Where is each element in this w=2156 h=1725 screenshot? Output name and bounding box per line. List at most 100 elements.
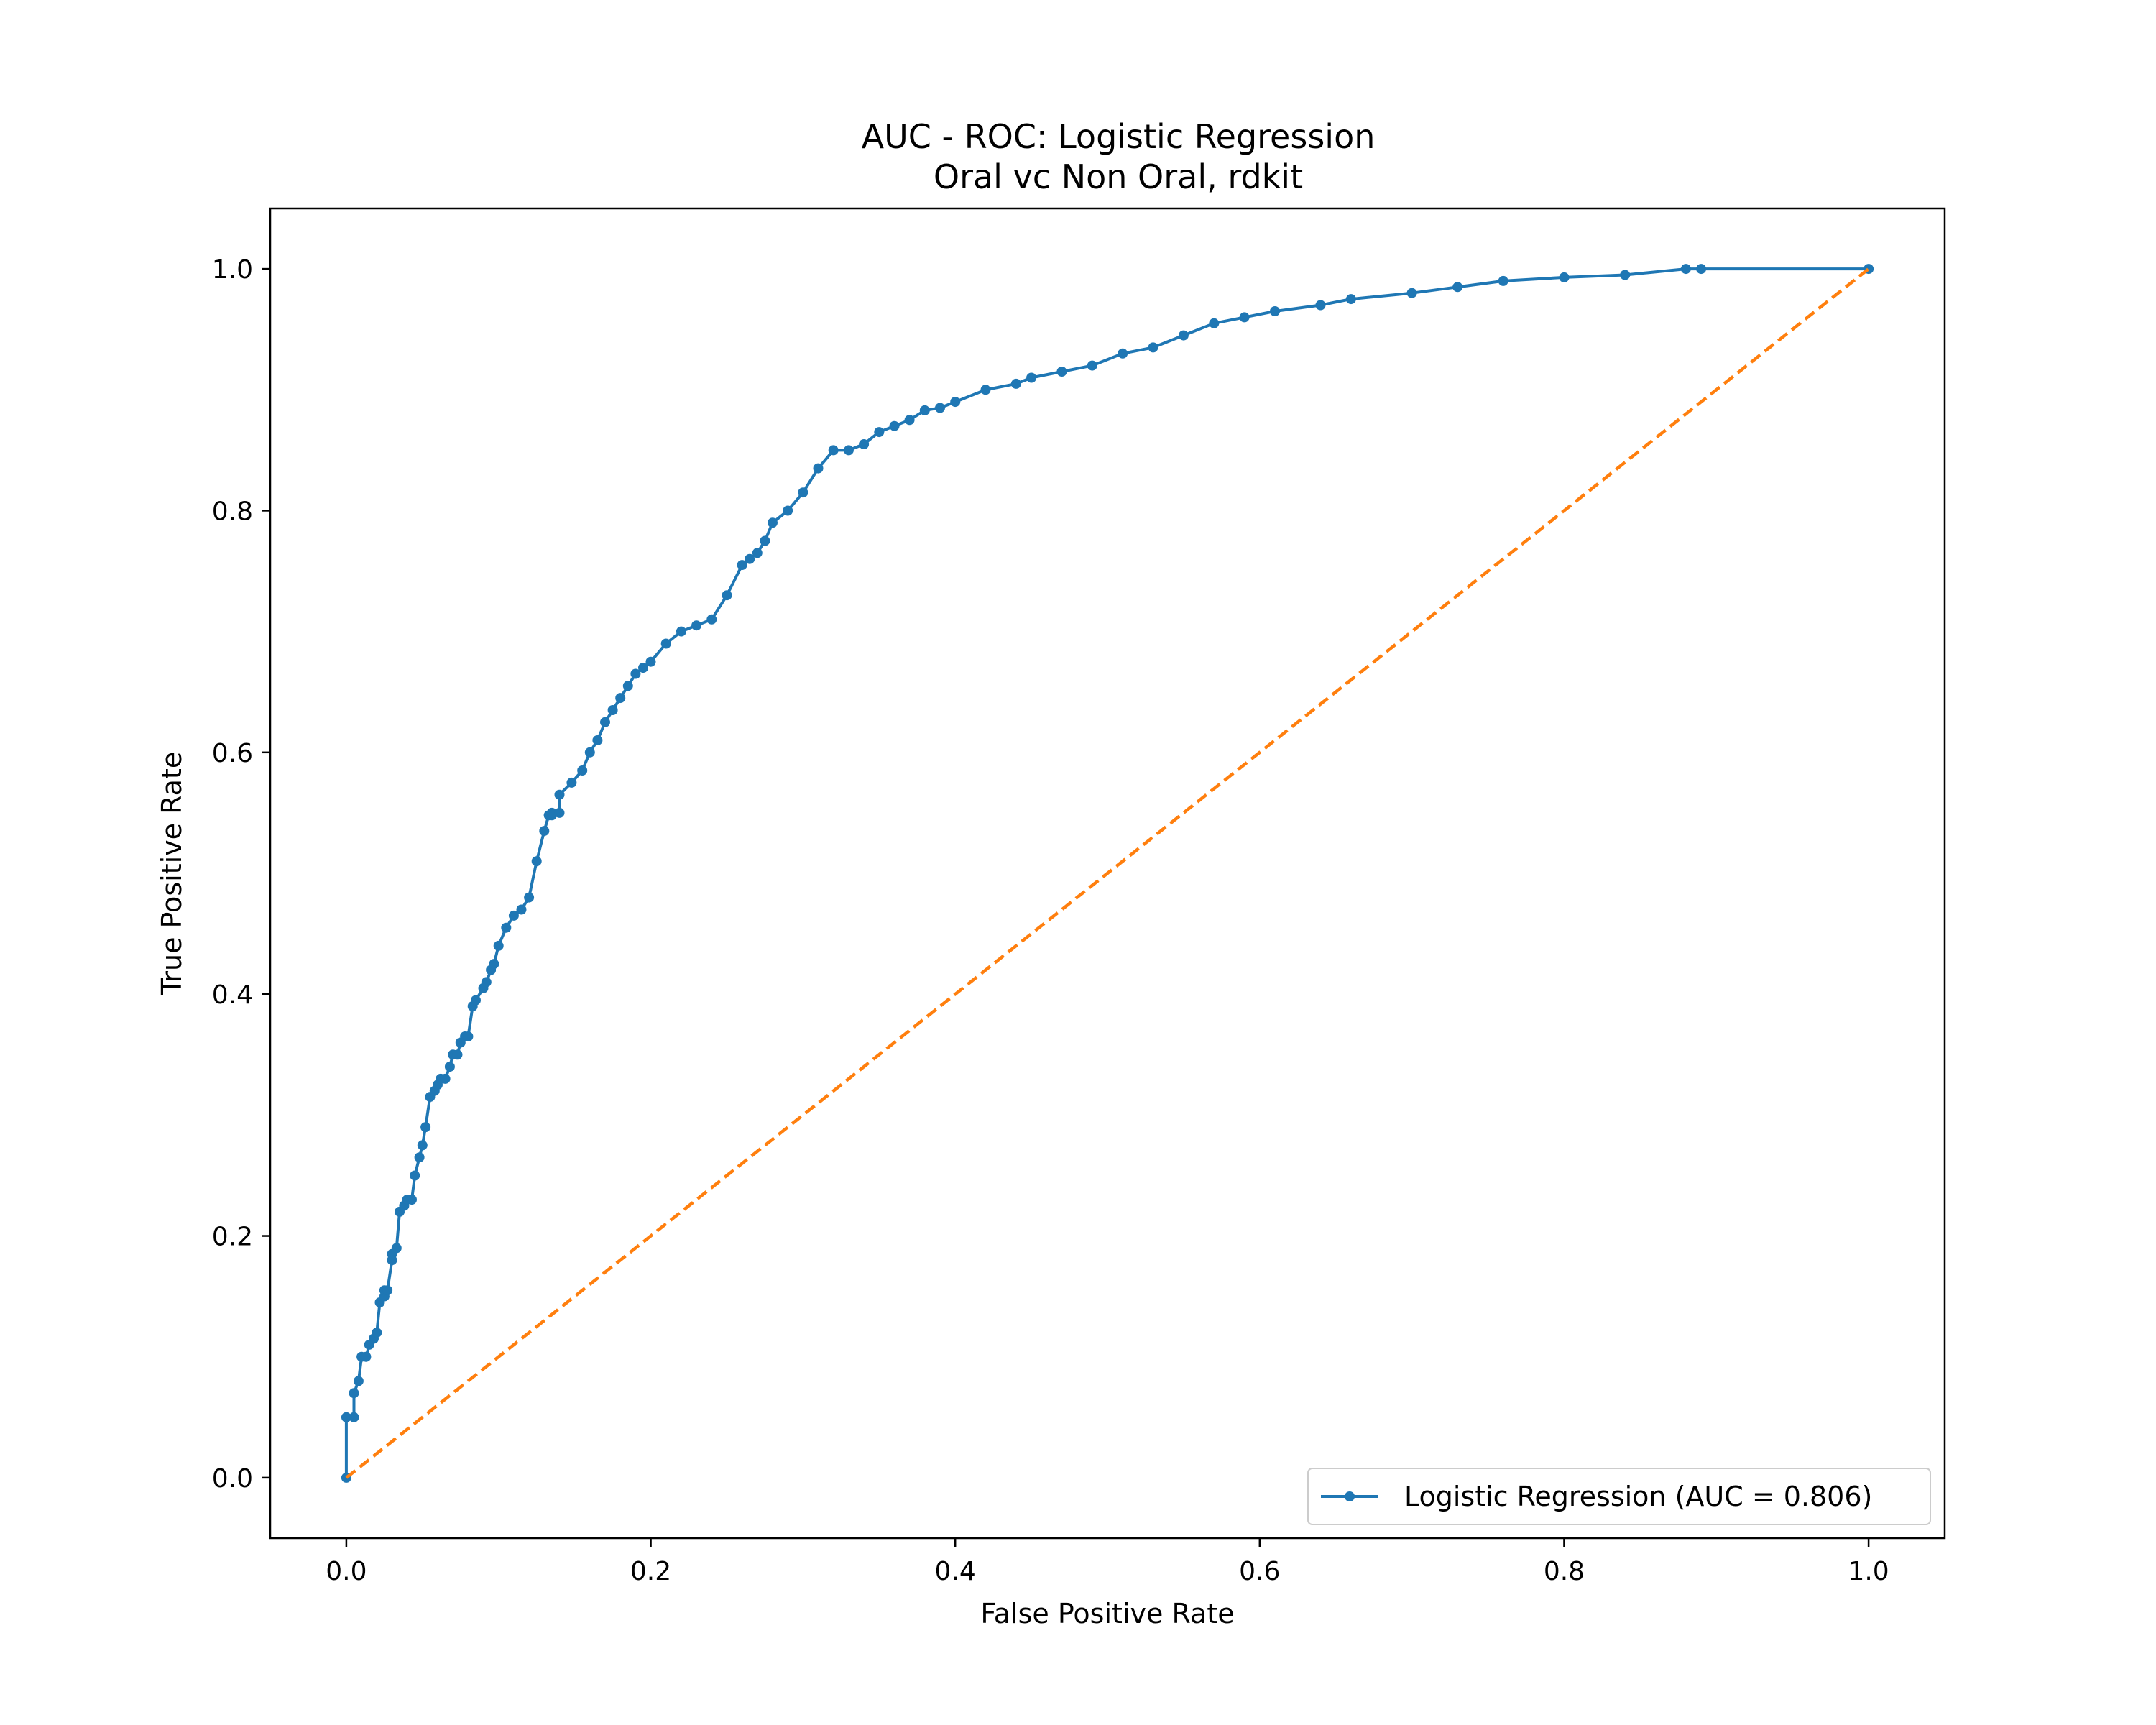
y-tick-label: 0.6 — [212, 739, 253, 768]
roc-point — [349, 1388, 359, 1399]
roc-point — [481, 977, 492, 988]
roc-point — [407, 1195, 417, 1205]
roc-point — [391, 1243, 402, 1254]
x-tick-label: 0.8 — [1544, 1557, 1585, 1586]
roc-point — [768, 518, 778, 528]
roc-point — [584, 747, 595, 758]
roc-point — [1239, 312, 1250, 323]
chart-title: AUC - ROC: Logistic Regression — [862, 117, 1376, 156]
roc-point — [516, 904, 527, 915]
roc-point — [1406, 288, 1417, 298]
roc-point — [1010, 378, 1021, 389]
roc-point — [546, 807, 557, 818]
roc-point — [577, 765, 588, 776]
roc-point — [919, 405, 930, 415]
x-axis: 0.0 0.2 0.4 0.6 0.8 1.0 — [326, 1538, 1889, 1586]
roc-point — [1559, 272, 1570, 282]
roc-point — [760, 535, 770, 546]
roc-point — [349, 1412, 359, 1422]
roc-point — [554, 807, 565, 818]
roc-point — [1452, 282, 1463, 293]
roc-point — [420, 1122, 431, 1133]
roc-point — [361, 1351, 372, 1362]
x-tick-label: 0.2 — [630, 1557, 671, 1586]
y-tick-label: 0.2 — [212, 1223, 253, 1252]
roc-point — [904, 415, 915, 426]
roc-point — [440, 1073, 451, 1084]
roc-point — [1680, 264, 1691, 275]
roc-point — [706, 614, 717, 625]
legend-marker-sample — [1345, 1491, 1355, 1501]
roc-point — [372, 1328, 382, 1338]
roc-point — [452, 1049, 463, 1060]
x-tick-label: 0.0 — [326, 1557, 367, 1586]
roc-point — [566, 777, 577, 788]
roc-point — [813, 463, 824, 474]
roc-point — [382, 1285, 393, 1296]
roc-point — [859, 439, 870, 449]
roc-point — [1315, 300, 1326, 310]
roc-point — [414, 1152, 425, 1163]
roc-point — [607, 705, 618, 715]
roc-point — [638, 663, 648, 673]
roc-point — [1118, 348, 1128, 359]
y-axis-label: True Positive Rate — [156, 752, 188, 996]
x-tick-label: 0.4 — [935, 1557, 976, 1586]
roc-point — [1620, 270, 1631, 280]
roc-point — [660, 638, 671, 649]
x-tick-label: 1.0 — [1848, 1557, 1889, 1586]
chance-diagonal-line — [345, 267, 1870, 1479]
roc-point — [798, 487, 808, 498]
roc-point — [1209, 318, 1220, 328]
x-tick-label: 0.6 — [1239, 1557, 1280, 1586]
x-axis-label: False Positive Rate — [980, 1598, 1234, 1629]
roc-point — [600, 717, 610, 727]
legend: Logistic Regression (AUC = 0.806) — [1307, 1468, 1931, 1525]
roc-point — [1696, 264, 1707, 275]
roc-point — [630, 668, 641, 679]
roc-point — [1056, 367, 1067, 377]
roc-point — [737, 560, 747, 571]
plot-frame — [269, 207, 1946, 1540]
roc-point — [889, 420, 900, 431]
legend-label: Logistic Regression (AUC = 0.806) — [1404, 1481, 1872, 1512]
roc-point — [691, 620, 702, 631]
roc-point — [950, 397, 961, 408]
roc-point — [489, 959, 499, 970]
roc-point — [783, 505, 793, 516]
roc-point — [843, 445, 854, 456]
roc-point — [1345, 294, 1356, 305]
roc-point — [622, 681, 633, 691]
roc-point — [828, 445, 839, 456]
roc-point — [592, 735, 603, 745]
legend-box — [1307, 1468, 1931, 1525]
roc-point — [508, 910, 519, 921]
roc-point — [1270, 306, 1280, 316]
y-axis: 0.0 0.2 0.4 0.6 0.8 1.0 — [212, 255, 270, 1494]
roc-point — [417, 1140, 428, 1151]
roc-point — [444, 1062, 455, 1072]
roc-point — [752, 548, 763, 558]
y-tick-label: 0.8 — [212, 497, 253, 526]
roc-point — [645, 656, 656, 667]
roc-point — [745, 553, 755, 564]
roc-point — [722, 590, 732, 601]
y-tick-label: 0.4 — [212, 980, 253, 1010]
roc-point — [524, 892, 535, 903]
roc-point — [1148, 342, 1158, 353]
roc-point — [676, 626, 686, 637]
roc-point — [531, 856, 542, 867]
plot-area — [341, 264, 1874, 1483]
roc-point — [1178, 330, 1189, 341]
y-tick-label: 1.0 — [212, 255, 253, 285]
roc-point — [980, 385, 991, 395]
roc-point — [353, 1376, 364, 1386]
roc-point — [501, 922, 512, 933]
roc-point — [1026, 372, 1037, 383]
roc-point — [874, 427, 885, 438]
roc-point — [463, 1031, 474, 1041]
roc-point — [341, 1412, 351, 1422]
roc-point — [493, 940, 504, 951]
